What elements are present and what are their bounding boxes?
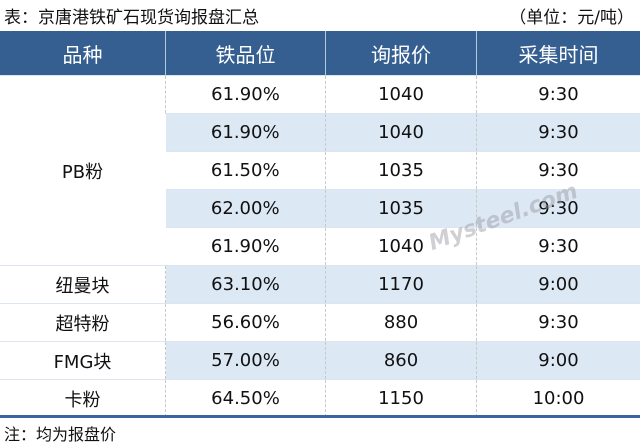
cell-time: 9:30 xyxy=(476,303,640,342)
cell-variety: FMG块 xyxy=(0,341,166,380)
cell-price: 1040 xyxy=(325,75,477,114)
cell-time: 9:30 xyxy=(476,75,640,114)
cell-price: 1035 xyxy=(325,189,477,228)
cell-grade: 61.50% xyxy=(165,151,326,190)
cell-grade: 57.00% xyxy=(165,341,326,380)
cell-time: 9:30 xyxy=(476,113,640,152)
price-table: 品种 铁品位 询报价 采集时间 PB粉 61.90% 1040 9:30 61.90% 1… xyxy=(0,31,640,417)
table-row: 卡粉 64.50% 1150 10:00 xyxy=(0,379,640,417)
cell-time: 9:00 xyxy=(476,265,640,304)
table-row: 62.00% 1035 9:30 xyxy=(0,189,640,228)
cell-variety: 卡粉 xyxy=(0,379,166,417)
header-time: 采集时间 xyxy=(476,31,640,76)
cell-grade: 61.90% xyxy=(165,227,326,266)
table-row: PB粉 61.90% 1040 9:30 xyxy=(0,75,640,266)
cell-price: 860 xyxy=(325,341,477,380)
header-grade: 铁品位 xyxy=(165,31,326,76)
footnote: 注：均为报盘价 xyxy=(4,425,117,444)
cell-price: 1150 xyxy=(325,379,477,417)
cell-grade: 61.90% xyxy=(165,113,326,152)
cell-variety: 超特粉 xyxy=(0,303,166,342)
cell-price: 1170 xyxy=(325,265,477,304)
table-title: 表：京唐港铁矿石现货询报盘汇总 xyxy=(4,8,259,28)
header-price: 询报价 xyxy=(325,31,477,76)
table-row: 61.90% 1040 9:30 xyxy=(0,113,640,152)
cell-price: 1040 xyxy=(325,227,477,266)
table-row: 超特粉 56.60% 880 9:30 xyxy=(0,303,640,342)
cell-price: 1040 xyxy=(325,113,477,152)
unit-label: （单位：元/吨） xyxy=(509,8,634,28)
cell-grade: 64.50% xyxy=(165,379,326,417)
cell-price: 880 xyxy=(325,303,477,342)
cell-time: 10:00 xyxy=(476,379,640,417)
cell-price: 1035 xyxy=(325,151,477,190)
table-row: FMG块 57.00% 860 9:00 xyxy=(0,341,640,380)
header-variety: 品种 xyxy=(0,31,166,76)
cell-time: 9:00 xyxy=(476,341,640,380)
cell-variety: PB粉 xyxy=(0,75,166,266)
table-row: 61.90% 1040 9:30 xyxy=(0,227,640,266)
table-row: 61.50% 1035 9:30 xyxy=(0,151,640,190)
header-row: 品种 铁品位 询报价 采集时间 xyxy=(0,31,640,76)
table-row: 纽曼块 63.10% 1170 9:00 xyxy=(0,265,640,304)
cell-time: 9:30 xyxy=(476,189,640,228)
cell-time: 9:30 xyxy=(476,227,640,266)
cell-variety: 纽曼块 xyxy=(0,265,166,304)
cell-grade: 62.00% xyxy=(165,189,326,228)
bottom-rule xyxy=(0,415,640,418)
cell-time: 9:30 xyxy=(476,151,640,190)
cell-grade: 61.90% xyxy=(165,75,326,114)
cell-grade: 56.60% xyxy=(165,303,326,342)
cell-grade: 63.10% xyxy=(165,265,326,304)
